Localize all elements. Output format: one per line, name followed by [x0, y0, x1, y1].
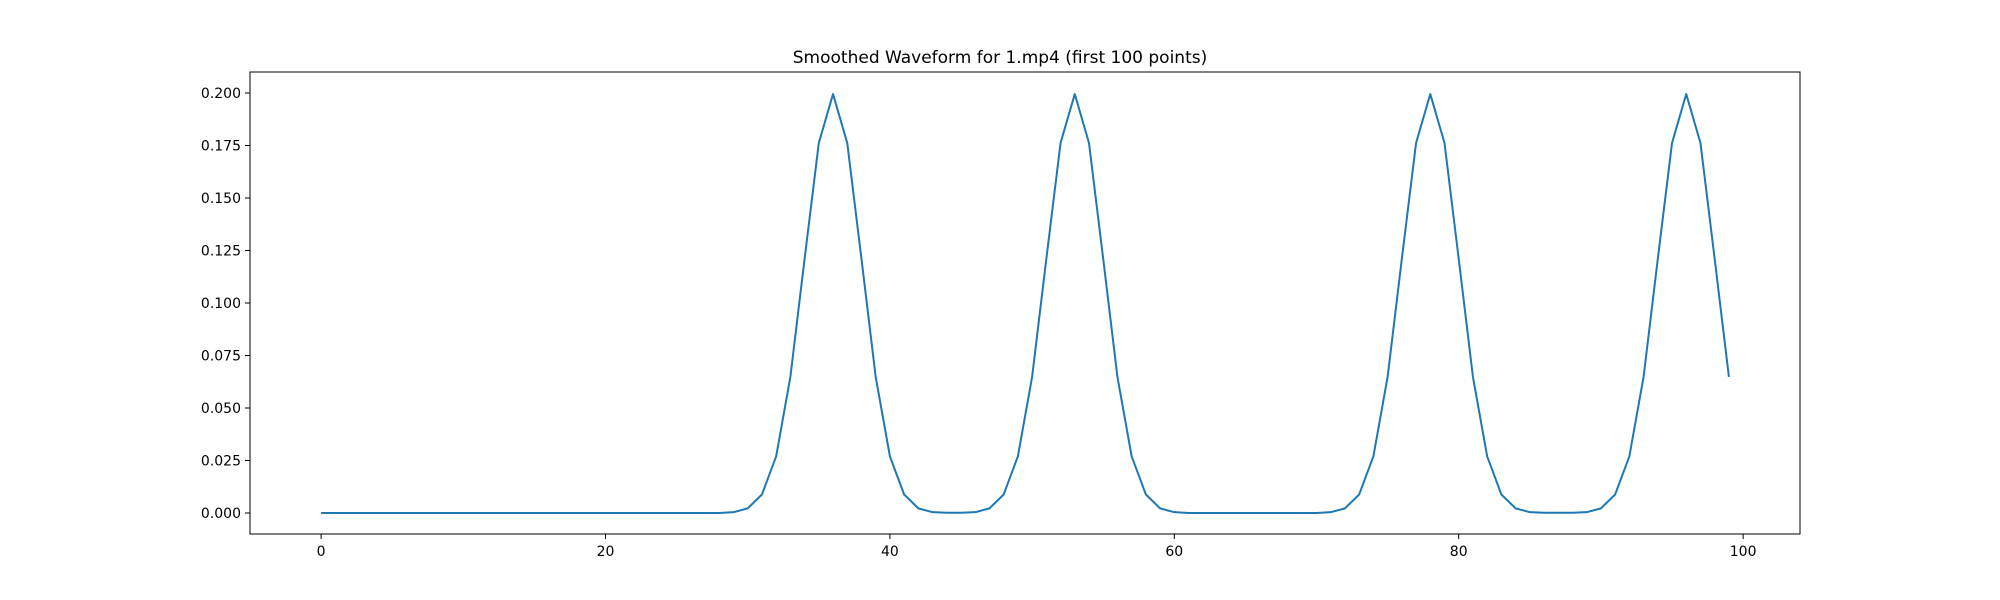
y-tick-label: 0.100 [201, 296, 241, 312]
x-tick-label: 80 [1450, 544, 1468, 560]
y-tick-label: 0.200 [201, 86, 241, 102]
y-tick-label: 0.150 [201, 191, 241, 207]
y-tick-label: 0.175 [201, 139, 241, 155]
y-tick-label: 0.075 [201, 349, 241, 365]
y-tick-label: 0.050 [201, 401, 241, 417]
x-tick-label: 20 [597, 544, 615, 560]
x-tick-label: 0 [317, 544, 326, 560]
plot-frame [249, 71, 1801, 535]
series-line [321, 93, 1730, 514]
x-tick-label: 40 [881, 544, 899, 560]
y-tick-label: 0.000 [201, 506, 241, 522]
y-tick-label: 0.125 [201, 244, 241, 260]
x-tick-label: 100 [1730, 544, 1757, 560]
chart-title: Smoothed Waveform for 1.mp4 (first 100 p… [793, 48, 1207, 68]
y-tick-label: 0.025 [201, 454, 241, 470]
plot-area: 0 20 40 60 80 100 0.000 0.025 0.050 0.075 0.100 0.1… [201, 86, 1757, 560]
x-tick-label: 60 [1165, 544, 1183, 560]
